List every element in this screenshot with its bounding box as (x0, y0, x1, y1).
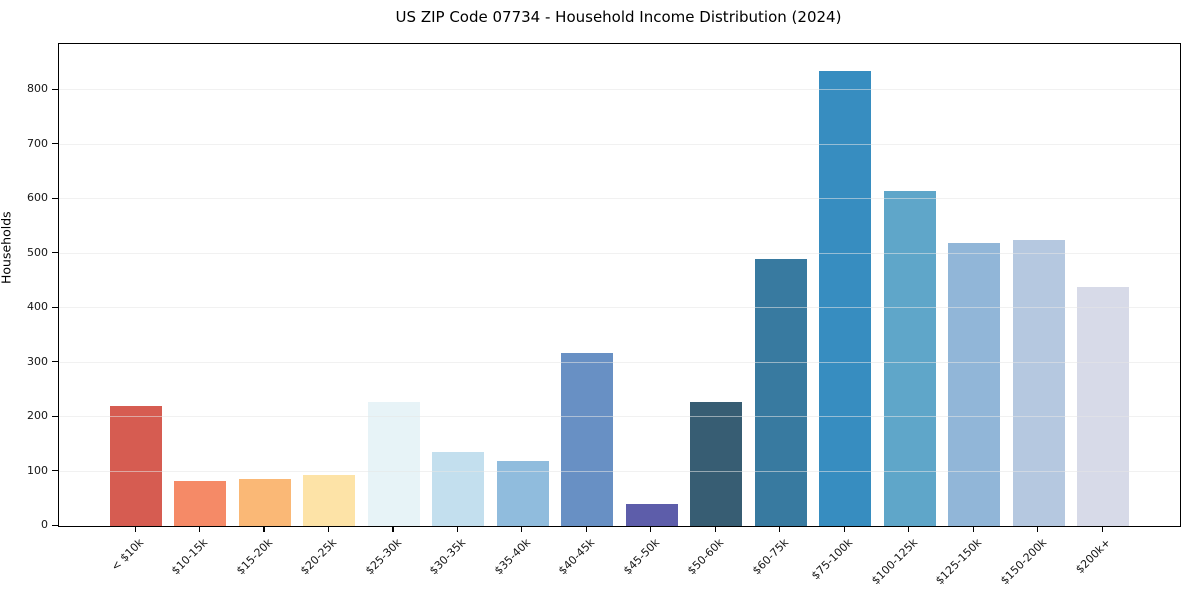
bar-$125-150k (948, 242, 1001, 526)
y-tick-label-800: 800 (27, 82, 48, 96)
y-tick-label-200: 200 (27, 409, 48, 423)
x-tick-mark-$75-100k (843, 526, 845, 533)
x-tick-mark-$35-40k (521, 526, 523, 533)
x-tick-mark-$25-30k (392, 526, 394, 533)
bar-$30-35k (432, 451, 485, 526)
y-tick-label-300: 300 (27, 354, 48, 368)
x-tick-mark-$200k+ (1101, 526, 1103, 533)
gridline-600 (59, 198, 1180, 200)
chart-title: US ZIP Code 07734 - Household Income Dis… (395, 8, 842, 26)
gridline-300 (59, 361, 1180, 363)
y-tick-label-700: 700 (27, 136, 48, 150)
y-tick-mark-200 (52, 415, 58, 417)
x-tick-mark-$150-200k (1037, 526, 1039, 533)
x-tick-mark-$20-25k (327, 526, 330, 533)
y-tick-mark-700 (52, 143, 58, 145)
y-tick-mark-800 (52, 88, 58, 90)
x-tick-mark-$30-35k (456, 526, 459, 533)
plot-area (58, 43, 1181, 527)
x-tick-mark-$10-15k (198, 526, 201, 533)
bar-$35-40k (496, 461, 549, 526)
x-tick-mark-$40-45k (585, 526, 587, 533)
bar-$75-100k (819, 70, 872, 526)
y-tick-mark-0 (52, 524, 58, 526)
y-tick-label-400: 400 (27, 300, 48, 314)
x-tick-mark-$15-20k (263, 526, 265, 533)
y-tick-mark-100 (52, 470, 58, 472)
x-tick-mark-< $10k (134, 526, 136, 533)
bar-$60-75k (754, 259, 807, 526)
bar-$10-15k (174, 480, 227, 526)
y-tick-mark-600 (52, 197, 58, 199)
bar-$20-25k (303, 474, 356, 526)
y-tick-mark-300 (52, 361, 58, 363)
y-tick-label-100: 100 (27, 463, 48, 477)
bar-$150-200k (1012, 240, 1065, 526)
x-tick-mark-$45-50k (650, 526, 652, 533)
y-tick-mark-500 (52, 252, 58, 254)
gridline-500 (59, 252, 1180, 254)
bar-$200k+ (1077, 287, 1129, 526)
y-tick-label-600: 600 (27, 191, 48, 205)
bar-$100-125k (883, 190, 936, 526)
gridline-800 (59, 89, 1180, 91)
bar-$25-30k (367, 402, 420, 526)
bar-$40-45k (561, 352, 614, 526)
y-tick-label-500: 500 (27, 245, 48, 259)
x-tick-mark-$60-75k (779, 526, 781, 533)
x-tick-mark-$50-60k (714, 526, 716, 533)
bar-$45-50k (625, 504, 678, 526)
x-tick-label: < $10k (108, 536, 147, 574)
bar-$15-20k (238, 478, 291, 526)
gridline-700 (59, 143, 1180, 145)
bar-$50-60k (690, 402, 743, 526)
y-tick-label-0: 0 (41, 518, 48, 531)
x-tick-mark-$100-125k (908, 526, 910, 533)
gridline-400 (59, 307, 1180, 309)
gridline-100 (59, 470, 1180, 472)
bar-< $10k (110, 406, 162, 526)
y-tick-mark-400 (52, 306, 58, 308)
gridline-200 (59, 416, 1180, 418)
x-tick-mark-$125-150k (972, 526, 974, 533)
